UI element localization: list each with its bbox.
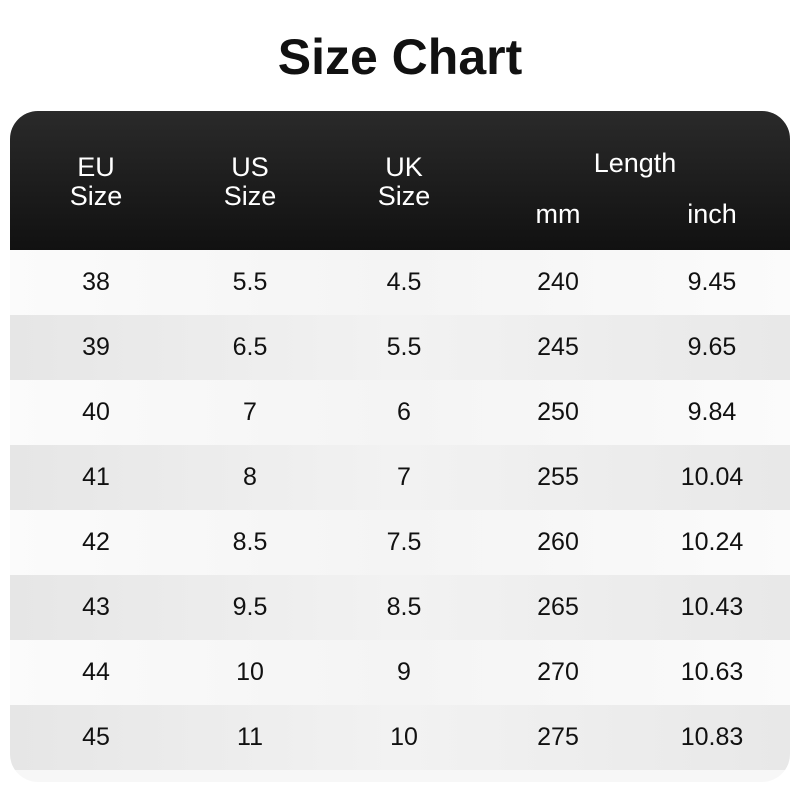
cell-eu: 39 <box>82 333 110 361</box>
header-uk-size-label: Size <box>377 181 431 211</box>
size-table: EU Size US Size UK Size Length mm inch 38 5.… <box>10 111 790 782</box>
cell-inch: 9.65 <box>687 333 737 361</box>
cell-eu: 42 <box>82 528 110 556</box>
cell-us: 10 <box>236 658 264 686</box>
cell-uk: 4.5 <box>386 268 422 296</box>
cell-eu: 43 <box>82 593 110 621</box>
cell-uk: 6 <box>397 398 411 426</box>
cell-uk: 7 <box>397 463 411 491</box>
cell-us: 9.5 <box>232 593 268 621</box>
cell-uk: 8.5 <box>386 593 422 621</box>
cell-mm: 275 <box>537 723 579 751</box>
table-row: 41 8 7 255 10.04 <box>10 445 790 510</box>
cell-mm: 260 <box>537 528 579 556</box>
cell-mm: 270 <box>537 658 579 686</box>
header-eu-label: EU <box>77 152 115 182</box>
cell-eu: 41 <box>82 463 110 491</box>
cell-uk: 9 <box>397 658 411 686</box>
cell-inch: 10.24 <box>680 528 744 556</box>
header-mm: mm <box>535 199 581 229</box>
header-uk-label: UK <box>385 152 423 182</box>
table-row: 44 10 9 270 10.63 <box>10 640 790 705</box>
table-row: 38 5.5 4.5 240 9.45 <box>10 250 790 315</box>
cell-uk: 10 <box>390 723 418 751</box>
cell-mm: 240 <box>537 268 579 296</box>
table-row: 43 9.5 8.5 265 10.43 <box>10 575 790 640</box>
cell-us: 7 <box>243 398 257 426</box>
cell-eu: 38 <box>82 268 110 296</box>
header-us-size: US Size <box>173 153 327 211</box>
table-header: EU Size US Size UK Size Length mm inch <box>10 111 790 250</box>
cell-inch: 10.63 <box>680 658 744 686</box>
table-row: 40 7 6 250 9.84 <box>10 380 790 445</box>
cell-us: 5.5 <box>232 268 268 296</box>
table-row: 42 8.5 7.5 260 10.24 <box>10 510 790 575</box>
header-us-label: US <box>231 152 269 182</box>
header-length: Length <box>593 148 677 178</box>
page-title: Size Chart <box>277 29 523 85</box>
cell-us: 6.5 <box>232 333 268 361</box>
header-uk-size: UK Size <box>327 153 481 211</box>
cell-us: 11 <box>237 723 263 751</box>
table-row: 39 6.5 5.5 245 9.65 <box>10 315 790 380</box>
header-eu-size-label: Size <box>69 181 123 211</box>
header-inch: inch <box>687 199 737 229</box>
cell-eu: 45 <box>82 723 110 751</box>
cell-eu: 44 <box>82 658 110 686</box>
cell-inch: 10.04 <box>680 463 744 491</box>
cell-eu: 40 <box>82 398 110 426</box>
cell-inch: 10.43 <box>680 593 744 621</box>
cell-mm: 250 <box>537 398 579 426</box>
cell-inch: 9.45 <box>687 268 737 296</box>
cell-mm: 265 <box>537 593 579 621</box>
header-us-size-label: Size <box>223 181 277 211</box>
cell-uk: 7.5 <box>386 528 422 556</box>
table-body: 38 5.5 4.5 240 9.45 39 6.5 5.5 245 9.65 40 7 6 250 9.8… <box>10 250 790 770</box>
cell-inch: 9.84 <box>687 398 737 426</box>
header-eu-size: EU Size <box>19 153 173 211</box>
cell-mm: 245 <box>537 333 579 361</box>
cell-us: 8.5 <box>232 528 268 556</box>
cell-uk: 5.5 <box>386 333 422 361</box>
cell-inch: 10.83 <box>680 723 744 751</box>
table-row: 45 11 10 275 10.83 <box>10 705 790 770</box>
cell-mm: 255 <box>537 463 579 491</box>
cell-us: 8 <box>243 463 257 491</box>
